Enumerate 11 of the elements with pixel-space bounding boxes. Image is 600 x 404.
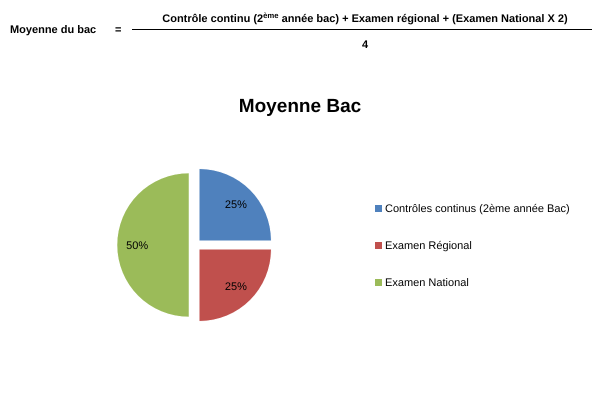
legend-label: Examen Régional — [385, 240, 472, 252]
legend-label: Contrôles continus (2ème année Bac) — [385, 203, 570, 215]
text: Contrôle continu (2$^{ème}$ année bac) + Examen régional + (Examen National X 2) — [162, 10, 568, 25]
chart-title: Moyenne Bac — [238, 96, 362, 117]
text: Moyenne du bac — [10, 24, 96, 36]
data-label: 25% — [224, 280, 248, 293]
text: 4 — [362, 39, 369, 51]
legend-label: Examen National — [385, 277, 469, 289]
data-label: 50% — [126, 240, 148, 252]
text: = — [115, 24, 122, 36]
data-label: 25% — [224, 199, 248, 212]
